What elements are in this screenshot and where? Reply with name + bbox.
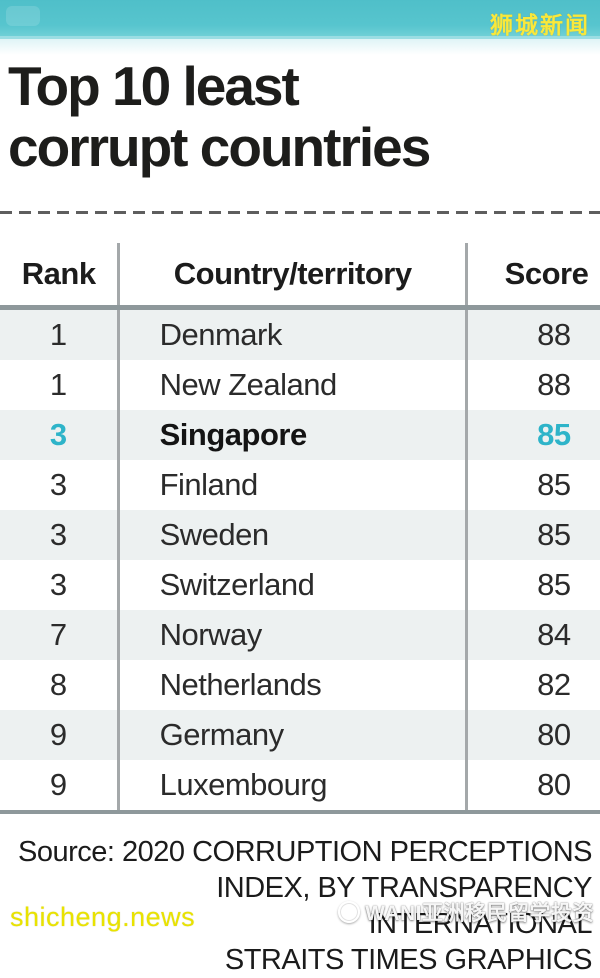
column-header-score: Score <box>504 256 589 291</box>
rank-cell: 9 <box>0 760 120 810</box>
score-cell: 88 <box>537 317 571 352</box>
country-cell: Switzerland <box>120 560 468 610</box>
country-cell: Denmark <box>120 310 468 360</box>
table-row: 3 Sweden 85 <box>0 510 600 560</box>
score-cell: 80 <box>537 717 571 752</box>
banner-glare <box>6 6 40 26</box>
rank-cell: 1 <box>0 360 120 410</box>
title-line-1: Top 10 least <box>8 55 300 117</box>
table-header-row: Rank Country/territory Score <box>0 243 600 305</box>
table-row: 3 Switzerland 85 <box>0 560 600 610</box>
table-row-highlight-singapore: 3 Singapore 85 <box>0 410 600 460</box>
banner-fade <box>0 39 600 55</box>
country-cell: Singapore <box>120 410 468 460</box>
score-cell: 85 <box>537 467 571 502</box>
country-cell: Netherlands <box>120 660 468 710</box>
site-watermark: shicheng.news <box>10 902 196 932</box>
table-row: 8 Netherlands 82 <box>0 660 600 710</box>
rankings-table: Rank Country/territory Score 1 Denmark 8… <box>0 243 600 814</box>
rank-cell: 1 <box>0 310 120 360</box>
globe-icon <box>338 901 361 923</box>
title-line-2: corrupt countries <box>8 116 431 178</box>
table-body: 1 Denmark 88 1 New Zealand 88 3 Singapor… <box>0 310 600 814</box>
rank-cell: 3 <box>0 560 120 610</box>
rank-cell: 3 <box>0 460 120 510</box>
source-line-3: STRAITS TIMES GRAPHICS <box>224 944 593 976</box>
score-cell: 84 <box>537 617 571 652</box>
score-cell: 85 <box>537 517 571 552</box>
country-cell: Finland <box>120 460 468 510</box>
table-row: 9 Luxembourg 80 <box>0 760 600 810</box>
country-cell: New Zealand <box>120 360 468 410</box>
column-header-country: Country/territory <box>120 243 468 305</box>
score-cell: 85 <box>537 417 571 452</box>
site-banner: 狮城新闻 <box>0 0 600 39</box>
overlay-watermark: WANI亚洲移民留学投资 <box>338 897 594 927</box>
infographic-title: Top 10 least corrupt countries <box>8 55 431 178</box>
dashed-divider <box>0 211 600 214</box>
country-cell: Norway <box>120 610 468 660</box>
score-cell: 88 <box>537 367 571 402</box>
rank-cell: 3 <box>0 410 120 460</box>
rank-cell: 7 <box>0 610 120 660</box>
table-row: 9 Germany 80 <box>0 710 600 760</box>
table-row: 1 Denmark 88 <box>0 310 600 360</box>
table-row: 7 Norway 84 <box>0 610 600 660</box>
column-header-rank: Rank <box>0 243 121 305</box>
source-line-1: Source: 2020 CORRUPTION PERCEPTIONS <box>18 836 592 868</box>
score-cell: 82 <box>537 667 571 702</box>
score-cell: 85 <box>537 567 571 602</box>
table-row: 1 New Zealand 88 <box>0 360 600 410</box>
table-row: 3 Finland 85 <box>0 460 600 510</box>
score-cell: 80 <box>537 767 571 802</box>
country-cell: Luxembourg <box>120 760 468 810</box>
site-brand-logo: 狮城新闻 <box>490 12 590 38</box>
rank-cell: 9 <box>0 710 120 760</box>
country-cell: Sweden <box>120 510 468 560</box>
overlay-watermark-text: WANI亚洲移民留学投资 <box>365 902 594 925</box>
header-rule <box>0 305 600 310</box>
country-cell: Germany <box>120 710 468 760</box>
source-line-2: INDEX, BY TRANSPARENCY INTERNATIONAL <box>216 872 592 940</box>
rank-cell: 3 <box>0 510 120 560</box>
rank-cell: 8 <box>0 660 120 710</box>
